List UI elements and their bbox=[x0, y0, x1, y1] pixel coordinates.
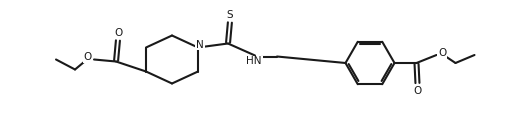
Text: O: O bbox=[438, 48, 446, 58]
Text: HN: HN bbox=[246, 57, 262, 67]
Text: S: S bbox=[227, 10, 233, 19]
Text: O: O bbox=[413, 86, 421, 96]
Text: O: O bbox=[83, 53, 92, 63]
Text: N: N bbox=[196, 39, 204, 49]
Text: O: O bbox=[114, 27, 122, 38]
